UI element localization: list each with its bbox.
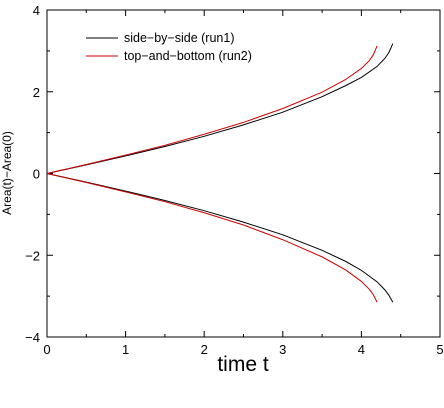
y-tick-label: 0: [33, 167, 40, 182]
x-tick-label: 4: [358, 342, 365, 357]
series-line-run1-lower: [46, 173, 394, 303]
x-tick-label: 2: [201, 342, 208, 357]
series-line-run2-upper: [46, 45, 378, 174]
y-tick-label: −4: [25, 330, 40, 345]
legend-label-run2: top−and−bottom (run2): [124, 49, 252, 63]
x-tick-label: 3: [279, 342, 286, 357]
y-tick-label: 4: [33, 3, 40, 18]
series-line-run2-lower: [46, 173, 378, 303]
x-tick-label: 0: [43, 342, 50, 357]
x-tick-labels: 0 1 2 3 4 5: [43, 342, 443, 357]
y-tick-label: 2: [33, 85, 40, 100]
x-axis-title: time t: [217, 353, 269, 376]
x-tick-label: 5: [436, 342, 443, 357]
legend: side−by−side (run1) top−and−bottom (run2…: [86, 31, 252, 63]
legend-label-run1: side−by−side (run1): [124, 31, 234, 45]
axis-ticks: [46, 9, 441, 338]
y-tick-labels: −4 −2 0 2 4: [25, 3, 40, 345]
y-axis-title: Area(t)−Area(0): [0, 131, 14, 215]
series-line-run1-upper: [46, 43, 394, 174]
y-tick-label: −2: [25, 248, 40, 263]
series-lines: [46, 43, 394, 303]
x-tick-label: 1: [122, 342, 129, 357]
